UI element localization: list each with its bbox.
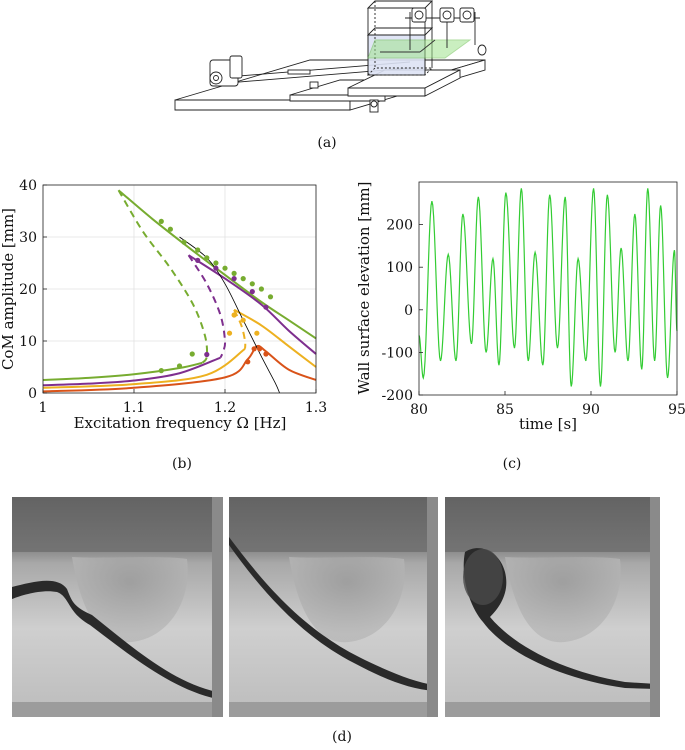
wall-elevation-series-line: [418, 188, 678, 387]
y-tick-label: 10: [19, 334, 37, 350]
y-tick-label: 0: [404, 303, 413, 319]
frequency-response-y-axis-label: CoM amplitude [mm]: [0, 208, 17, 370]
data-point-green: [222, 265, 228, 271]
series-green-unstable-branch: [117, 189, 209, 364]
x-tick-label: 80: [410, 402, 428, 418]
series-orange-curve-stable: [42, 344, 317, 393]
data-point-yellow: [240, 317, 246, 323]
y-tick-label: 200: [386, 218, 413, 234]
data-point-green: [176, 363, 183, 369]
apparatus-diagram: [174, 0, 487, 113]
x-tick-label: 1.1: [123, 400, 145, 416]
series-green-curve-stable-upper: [117, 189, 317, 340]
series-yellow-unstable-branch: [233, 309, 247, 349]
data-point-green: [249, 281, 255, 287]
data-point-green: [240, 276, 246, 282]
data-point-green: [181, 239, 187, 245]
y-tick-label: 40: [19, 178, 37, 194]
panel-c-caption: (c): [502, 456, 522, 472]
data-point-orange: [251, 346, 257, 352]
y-tick-label: 30: [19, 230, 37, 246]
data-point-green: [158, 218, 164, 224]
y-tick-label: 100: [386, 260, 413, 276]
x-tick-label: 1.3: [305, 400, 327, 416]
series-green-curve-stable-lower: [42, 361, 203, 381]
data-point-orange: [263, 351, 269, 357]
series-yellow-curve-stable-lower: [42, 347, 246, 389]
data-point-purple: [249, 289, 255, 295]
data-point-green: [189, 351, 195, 357]
wave-photo-3: [445, 497, 660, 717]
data-point-green: [267, 294, 274, 300]
frequency-response-x-axis-label: Excitation frequency Ω [Hz]: [74, 414, 287, 432]
data-point-purple: [204, 351, 210, 358]
data-point-green: [231, 270, 237, 276]
series-purple-curve-stable-upper: [188, 254, 317, 355]
series-purple-unstable-branch: [187, 254, 227, 359]
y-tick-label: 20: [19, 282, 37, 298]
data-point-purple: [213, 265, 219, 271]
data-point-purple: [195, 257, 201, 263]
frequency-response-chart: 1 1.1 1.2 1.3 0 10 20 30 40 Excitation frequency…: [0, 178, 327, 432]
series-purple-curve-stable-lower: [42, 356, 221, 387]
panel-d-caption: (d): [332, 729, 352, 745]
x-tick-label: 95: [668, 402, 685, 418]
x-tick-label: 85: [496, 402, 514, 418]
data-point-green: [195, 247, 201, 253]
data-point-green: [158, 368, 164, 374]
x-tick-label: 1: [39, 400, 48, 416]
data-point-purple: [231, 276, 237, 282]
x-tick-label: 1.2: [214, 400, 236, 416]
panel-b-caption: (b): [172, 456, 192, 472]
y-tick-label: 0: [28, 386, 37, 402]
wall-elevation-axes-box: [418, 181, 678, 396]
wall-elevation-y-axis-label: Wall surface elevation [mm]: [355, 182, 373, 395]
data-point-green: [258, 286, 264, 292]
y-tick-label: -100: [382, 345, 413, 361]
wave-photo-2: [229, 497, 438, 717]
data-point-green: [167, 226, 173, 232]
data-point-yellow: [226, 330, 233, 336]
data-point-green: [213, 260, 219, 266]
y-tick-label: -200: [382, 388, 413, 404]
data-point-purple: [263, 304, 269, 310]
panel-a-caption: (a): [317, 135, 337, 151]
data-point-orange: [256, 346, 263, 352]
x-tick-label: 90: [582, 402, 600, 418]
data-point-orange: [245, 359, 251, 365]
series-black-curve-backbone: [179, 236, 280, 394]
series-yellow-curve-stable-upper: [233, 308, 317, 368]
data-point-green: [204, 255, 210, 261]
wall-elevation-chart: 80 85 90 95 -200 -100 0 100 200 time [s] Wall su…: [355, 181, 685, 433]
wall-elevation-x-axis-label: time [s]: [519, 415, 577, 433]
data-point-yellow: [254, 330, 260, 336]
wave-photo-1: [12, 497, 223, 717]
data-point-yellow: [231, 312, 237, 318]
